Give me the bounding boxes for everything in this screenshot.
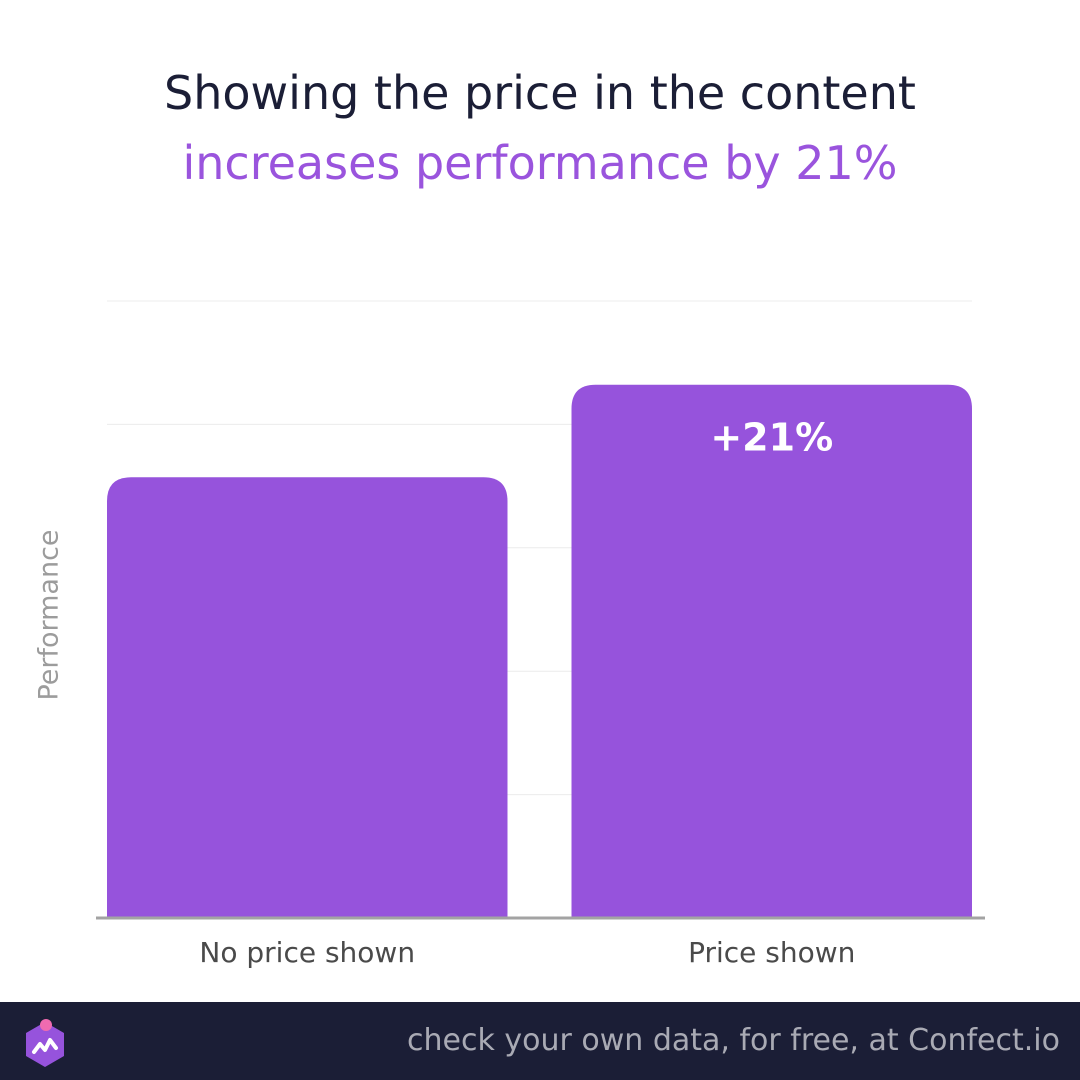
bar bbox=[571, 384, 972, 918]
title-line-1: Showing the price in the content bbox=[164, 66, 916, 120]
data-label: +21% bbox=[710, 416, 833, 460]
footer-banner: check your own data, for free, at Confec… bbox=[0, 1002, 1080, 1080]
x-tick-label: Price shown bbox=[688, 936, 855, 969]
x-tick-label: No price shown bbox=[199, 936, 415, 969]
y-axis-label: Performance bbox=[33, 529, 65, 701]
title-line-2: increases performance by 21% bbox=[182, 136, 898, 190]
bar-chart: No price shown Price shown +21% bbox=[96, 300, 985, 969]
chart-title: Showing the price in the content increas… bbox=[0, 58, 1080, 198]
confect-logo-icon[interactable] bbox=[20, 1018, 70, 1068]
bar bbox=[107, 477, 508, 918]
footer-cta-text[interactable]: check your own data, for free, at Confec… bbox=[407, 1023, 1060, 1058]
